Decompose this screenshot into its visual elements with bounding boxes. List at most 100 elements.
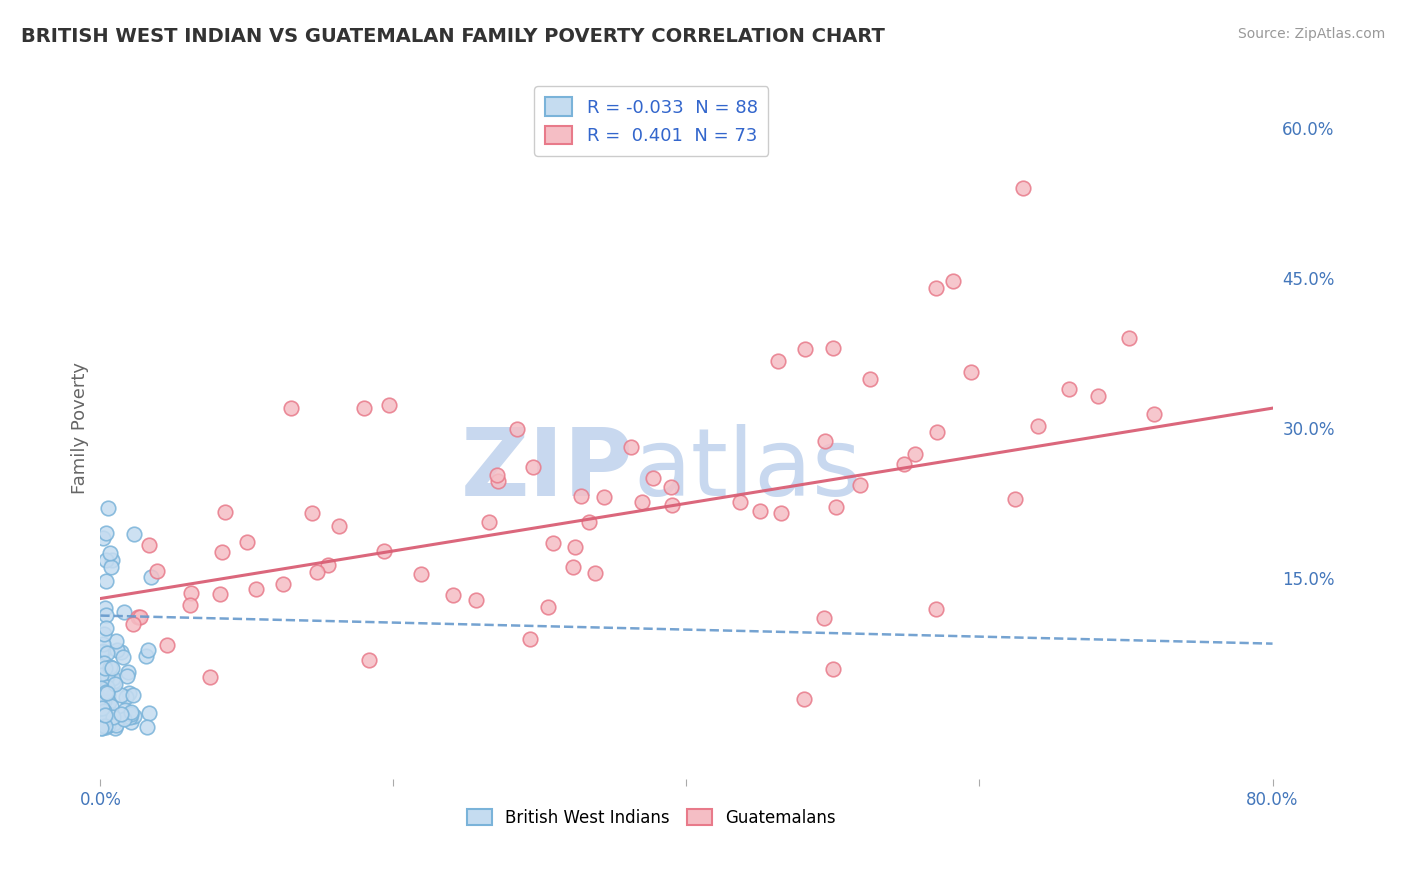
Point bbox=[94, 525, 117, 540]
Point bbox=[103, 715, 125, 730]
Point bbox=[793, 691, 815, 706]
Point bbox=[127, 610, 149, 624]
Point bbox=[105, 634, 128, 648]
Point bbox=[90, 681, 112, 695]
Point bbox=[124, 708, 146, 723]
Point bbox=[100, 698, 122, 713]
Point bbox=[94, 717, 117, 731]
Point bbox=[136, 720, 159, 734]
Point bbox=[104, 721, 127, 735]
Point bbox=[1004, 492, 1026, 507]
Point bbox=[91, 532, 114, 546]
Point bbox=[110, 645, 132, 659]
Point bbox=[91, 712, 114, 726]
Point bbox=[821, 341, 844, 355]
Point bbox=[486, 474, 509, 488]
Point bbox=[96, 695, 118, 709]
Point bbox=[97, 501, 120, 516]
Point bbox=[90, 697, 112, 711]
Text: ZIP: ZIP bbox=[461, 425, 634, 516]
Point bbox=[1026, 419, 1049, 434]
Point bbox=[620, 440, 643, 454]
Point bbox=[93, 718, 115, 732]
Point bbox=[94, 574, 117, 589]
Point bbox=[859, 371, 882, 385]
Point bbox=[103, 710, 125, 724]
Point bbox=[94, 553, 117, 567]
Point bbox=[1118, 331, 1140, 345]
Point bbox=[96, 714, 118, 728]
Point bbox=[409, 567, 432, 582]
Point bbox=[485, 468, 508, 483]
Point bbox=[105, 642, 128, 657]
Point bbox=[561, 559, 583, 574]
Point bbox=[100, 712, 122, 726]
Point bbox=[814, 434, 837, 449]
Point bbox=[893, 457, 915, 471]
Point bbox=[825, 500, 848, 514]
Point bbox=[98, 545, 121, 559]
Point bbox=[118, 709, 141, 723]
Point bbox=[91, 721, 114, 735]
Point bbox=[98, 695, 121, 709]
Point bbox=[180, 586, 202, 600]
Point bbox=[98, 660, 121, 674]
Text: Source: ZipAtlas.com: Source: ZipAtlas.com bbox=[1237, 27, 1385, 41]
Point bbox=[198, 670, 221, 684]
Point bbox=[728, 494, 751, 508]
Point bbox=[208, 587, 231, 601]
Point bbox=[569, 489, 592, 503]
Point bbox=[904, 447, 927, 461]
Point bbox=[120, 714, 142, 729]
Point bbox=[214, 505, 236, 519]
Y-axis label: Family Poverty: Family Poverty bbox=[72, 362, 89, 494]
Point bbox=[94, 661, 117, 675]
Point bbox=[138, 538, 160, 552]
Point bbox=[96, 646, 118, 660]
Point bbox=[94, 708, 117, 723]
Point bbox=[112, 712, 135, 726]
Point bbox=[924, 601, 946, 615]
Point bbox=[93, 704, 115, 718]
Legend: British West Indians, Guatemalans: British West Indians, Guatemalans bbox=[460, 803, 842, 834]
Point bbox=[848, 478, 870, 492]
Point bbox=[94, 714, 117, 729]
Point bbox=[120, 705, 142, 719]
Point bbox=[120, 707, 142, 722]
Point bbox=[766, 354, 789, 368]
Point bbox=[90, 673, 112, 688]
Point bbox=[94, 601, 117, 615]
Point bbox=[94, 607, 117, 622]
Text: atlas: atlas bbox=[634, 425, 862, 516]
Point bbox=[96, 685, 118, 699]
Point bbox=[98, 716, 121, 731]
Point bbox=[441, 588, 464, 602]
Point bbox=[156, 639, 179, 653]
Point bbox=[93, 681, 115, 696]
Point bbox=[179, 598, 201, 612]
Point bbox=[94, 621, 117, 635]
Point bbox=[564, 540, 586, 554]
Point bbox=[93, 715, 115, 730]
Point bbox=[121, 617, 143, 632]
Point bbox=[91, 701, 114, 715]
Point bbox=[121, 688, 143, 702]
Point bbox=[537, 600, 560, 615]
Point bbox=[93, 627, 115, 641]
Point bbox=[91, 644, 114, 658]
Point bbox=[271, 576, 294, 591]
Point bbox=[353, 401, 375, 416]
Point bbox=[769, 506, 792, 520]
Point bbox=[659, 480, 682, 494]
Point bbox=[122, 527, 145, 541]
Point bbox=[93, 656, 115, 670]
Point bbox=[235, 534, 257, 549]
Point bbox=[661, 498, 683, 512]
Point bbox=[316, 558, 339, 572]
Point bbox=[105, 718, 128, 732]
Point bbox=[90, 645, 112, 659]
Point bbox=[94, 714, 117, 728]
Point bbox=[97, 702, 120, 716]
Point bbox=[103, 674, 125, 689]
Point bbox=[96, 669, 118, 683]
